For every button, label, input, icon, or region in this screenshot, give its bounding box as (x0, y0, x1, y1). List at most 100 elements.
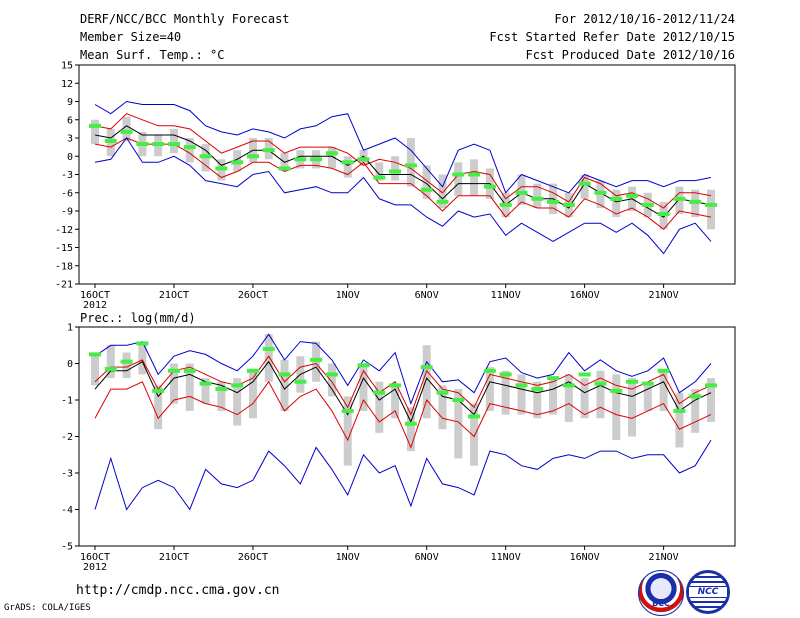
prec-member-box (628, 378, 637, 437)
grads-credit: GrADS: COLA/IGES (4, 603, 91, 613)
prec-median-mark (641, 381, 654, 386)
prec-median-mark (167, 368, 180, 373)
temp-median-mark (246, 154, 259, 159)
temp-median-mark (531, 196, 544, 201)
prec-member-box (217, 381, 226, 411)
temp-member-box (406, 138, 415, 187)
prec-median-mark (531, 387, 544, 392)
prec-y-tick-label: -3 (61, 469, 73, 480)
prec-median-mark (515, 383, 528, 388)
temp-member-box (422, 165, 431, 199)
temp-plot: 15 12 9 6 3 0 -3 -6 -9 -12 -15 -18 -21 16OCT 21OCT 26OC… (55, 61, 736, 311)
prec-y-tick-label: -5 (61, 542, 73, 553)
member-size: Member Size=40 (80, 30, 182, 44)
temp-member-box (327, 147, 336, 169)
prec-median-mark (183, 368, 196, 373)
prec-y-tick-label: -1 (61, 396, 73, 407)
temp-median-mark (278, 166, 291, 171)
prec-member-box (454, 389, 463, 459)
prec-y-tick-label: 1 (67, 323, 73, 334)
temp-median-mark (310, 157, 323, 162)
temp-median-mark (436, 199, 449, 204)
prec-median-mark (215, 387, 228, 392)
temp-median-mark (468, 172, 481, 177)
prec-member-box (517, 374, 526, 415)
prec-median-mark (152, 388, 165, 393)
temp-median-mark (547, 199, 560, 204)
temp-median-mark (689, 199, 702, 204)
temp-y-tick-label: 9 (67, 97, 73, 108)
prec-median-mark (357, 363, 370, 368)
prec-median-mark (673, 408, 686, 413)
prec-x-tick-label: 11NOV (491, 552, 521, 563)
temp-y-tick-label: 12 (61, 79, 73, 90)
temp-member-box (580, 174, 589, 199)
prec-member-box (169, 363, 178, 404)
temp-median-mark (452, 172, 465, 177)
prec-member-box (659, 370, 668, 411)
prec-median-mark (325, 372, 338, 377)
temp-x-tick-label: 1NOV (336, 290, 360, 301)
temp-median-mark (420, 187, 433, 192)
prec-series-spread_hi (94, 355, 712, 416)
prec-member-box (612, 374, 621, 441)
temp-x-tick-label: 6NOV (415, 290, 439, 301)
temp-median-mark (404, 163, 417, 168)
temp-year-label: 2012 (83, 300, 107, 311)
prec-member-box (280, 359, 289, 411)
prec-median-mark (436, 390, 449, 395)
prec-y-tick-label: -4 (61, 505, 73, 516)
temp-median-mark (610, 196, 623, 201)
temp-median-mark (152, 142, 165, 147)
temp-median-mark (341, 160, 354, 165)
temp-median-mark (594, 190, 607, 195)
prec-median-mark (468, 414, 481, 419)
temp-median-mark (483, 184, 496, 189)
temp-median-mark (231, 160, 244, 165)
prec-member-box (248, 370, 257, 419)
temp-member-box (375, 162, 384, 181)
temp-member-box (454, 162, 463, 196)
prec-member-box (327, 363, 336, 397)
footer-url[interactable]: http://cmdp.ncc.cma.gov.cn (76, 583, 280, 598)
temp-median-mark (89, 123, 101, 128)
prec-series-spread_lo (94, 380, 712, 449)
temp-median-mark (136, 142, 149, 147)
temp-median-mark (104, 139, 117, 144)
prec-member-box (580, 378, 589, 419)
temp-median-mark (657, 212, 670, 217)
prec-median-mark (120, 359, 133, 364)
prec-median-mark (341, 408, 354, 413)
prec-member-box (549, 378, 558, 415)
bcc-logo: BCC (638, 570, 684, 616)
temp-member-box (185, 138, 194, 163)
prec-median-mark (547, 376, 560, 381)
prec-median-mark (689, 394, 702, 399)
prec-member-box (596, 370, 605, 419)
temp-member-box (391, 156, 400, 181)
prec-median-mark (610, 388, 623, 393)
prec-member-box (154, 385, 163, 430)
temp-series-spread_hi (94, 113, 712, 209)
temp-member-box (343, 156, 352, 178)
prec-median-mark (657, 368, 670, 373)
temp-x-tick-label: 26OCT (238, 290, 268, 301)
temp-y-tick-label: 15 (61, 61, 73, 72)
temp-x-tick-label: 16NOV (570, 290, 600, 301)
prec-median-mark (136, 341, 149, 346)
prec-median-mark (404, 421, 417, 426)
temp-median-mark (389, 169, 402, 174)
variable-label: Mean Surf. Temp.: °C (80, 48, 225, 62)
forecast-start-date: Fcst Started Refer Date 2012/10/15 (489, 30, 735, 44)
temp-median-mark (515, 190, 528, 195)
prec-x-tick-label: 16NOV (570, 552, 600, 563)
temp-y-tick-label: -12 (55, 225, 73, 236)
temp-member-box (533, 183, 542, 208)
prec-median-mark (452, 398, 465, 402)
temp-median-mark (673, 196, 686, 201)
temp-series-mean (94, 125, 712, 218)
prec-member-box (675, 392, 684, 448)
temp-member-box (517, 174, 526, 205)
prec-member-box (533, 381, 542, 419)
